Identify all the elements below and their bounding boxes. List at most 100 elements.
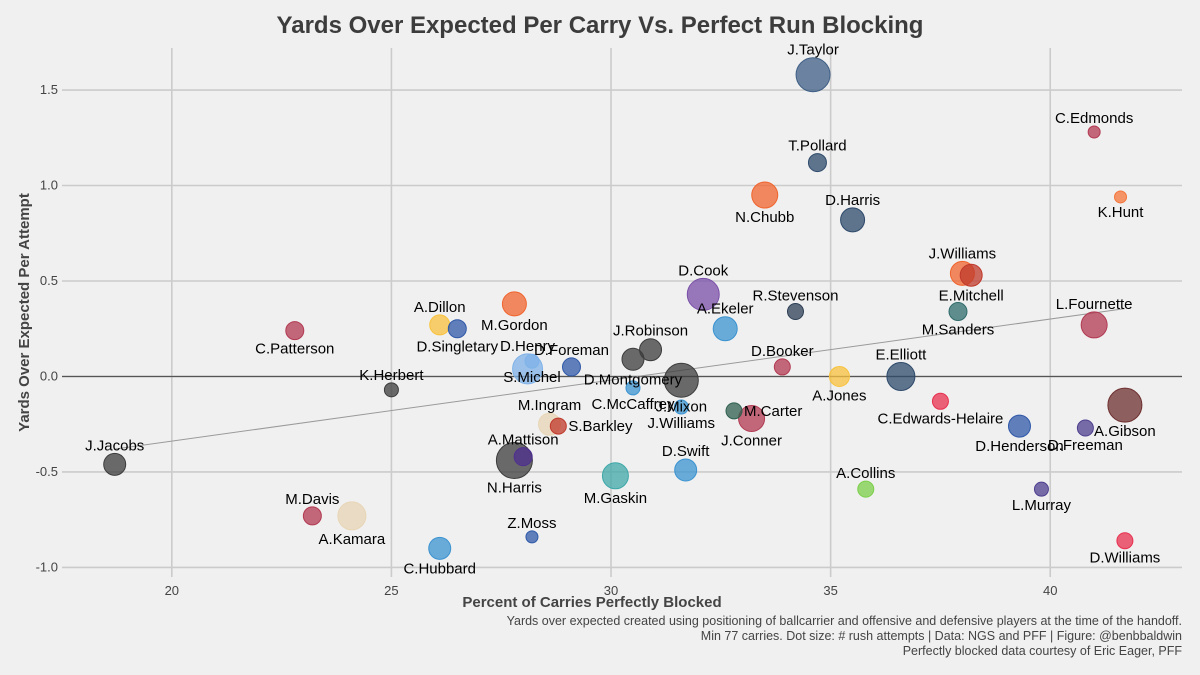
caption-line-2: Min 77 carries. Dot size: # rush attempt… [700, 629, 1182, 643]
caption-line-1: Yards over expected created using positi… [506, 614, 1182, 628]
chart-caption: Yards over expected created using positi… [507, 614, 1182, 659]
data-point [857, 480, 875, 498]
data-point [1007, 414, 1031, 438]
point-label: J.Mixon [655, 398, 707, 415]
point-label: C.Hubbard [403, 560, 476, 577]
point-label: J.Williams [648, 415, 716, 432]
data-point [786, 303, 804, 321]
data-point [103, 452, 127, 476]
point-label: M.Carter [744, 403, 802, 420]
data-point [725, 402, 743, 420]
data-point [639, 338, 663, 362]
point-label: N.Harris [487, 480, 542, 497]
data-point [1107, 387, 1143, 423]
x-tick-label: 40 [1043, 583, 1057, 598]
x-tick-label: 20 [165, 583, 179, 598]
point-label: C.Patterson [255, 341, 334, 358]
point-label: J.Jacobs [85, 437, 144, 454]
data-point [621, 347, 645, 371]
data-point [673, 399, 689, 415]
point-label: A.Gibson [1094, 423, 1156, 440]
y-tick-label: -0.5 [36, 464, 58, 479]
data-point [429, 314, 451, 336]
caption-line-3: Perfectly blocked data courtesy of Eric … [902, 644, 1182, 658]
point-label: S.Michel [503, 369, 561, 386]
trend-line [114, 308, 1125, 450]
data-point [513, 447, 533, 467]
y-tick-label: 0.5 [40, 273, 58, 288]
point-label: E.Elliott [875, 346, 927, 363]
point-label: D.Harris [825, 192, 880, 209]
point-label: D.Henry [500, 338, 556, 355]
x-axis-label: Percent of Carries Perfectly Blocked [462, 594, 721, 611]
data-point [447, 319, 467, 339]
data-point [383, 382, 399, 398]
y-axis-label: Yards Over Expected Per Attempt [16, 193, 33, 432]
point-label: D.Cook [678, 262, 729, 279]
data-point [285, 321, 305, 341]
point-label: A.Jones [812, 387, 866, 404]
data-point [663, 362, 699, 398]
data-point [959, 263, 983, 287]
data-point [625, 380, 641, 396]
data-point [1076, 419, 1094, 437]
point-label: D.Swift [662, 443, 710, 460]
data-point [549, 417, 567, 435]
point-label: J.Conner [721, 432, 782, 449]
point-label: M.Gordon [481, 317, 548, 334]
data-point [828, 365, 850, 387]
y-tick-label: -1.0 [36, 559, 58, 574]
point-label: A.Mattison [488, 432, 559, 449]
point-label: C.Edwards-Helaire [877, 410, 1003, 427]
point-label: M.Ingram [518, 397, 581, 414]
point-label: M.Sanders [922, 322, 995, 339]
point-label: C.McCaffrey [591, 396, 675, 413]
point-label: M.Gaskin [584, 490, 647, 507]
data-point [428, 536, 452, 560]
data-point [931, 392, 949, 410]
data-point [686, 277, 720, 311]
point-label: J.Taylor [787, 42, 839, 59]
data-point [840, 207, 866, 233]
data-point [773, 358, 791, 376]
data-point [1116, 532, 1134, 550]
data-point [337, 501, 367, 531]
point-label: L.Murray [1012, 497, 1072, 514]
y-tick-label: 1.0 [40, 178, 58, 193]
point-label: K.Herbert [359, 367, 424, 384]
point-label: M.Davis [285, 491, 339, 508]
data-point [751, 181, 779, 209]
data-point [807, 153, 827, 173]
data-point [302, 506, 322, 526]
point-label: D.Williams [1089, 550, 1160, 567]
point-label: A.Dillon [414, 299, 466, 316]
y-tick-label: 0.0 [40, 368, 58, 383]
point-label: L.Fournette [1056, 296, 1133, 313]
data-point [501, 291, 527, 317]
point-label: D.Singletary [416, 339, 498, 356]
point-label: D.Henderson [975, 438, 1063, 455]
point-label: J.Williams [929, 245, 997, 262]
point-label: J.Robinson [613, 323, 688, 340]
data-point [525, 530, 539, 544]
point-label: A.Collins [836, 465, 895, 482]
x-tick-label: 30 [604, 583, 618, 598]
data-point [886, 361, 916, 391]
data-point [1033, 481, 1049, 497]
point-label: R.Stevenson [753, 288, 839, 305]
chart-title: Yards Over Expected Per Carry Vs. Perfec… [276, 12, 924, 39]
point-label: A.Ekeler [697, 301, 754, 318]
data-point [795, 57, 831, 93]
point-label: D.Booker [751, 343, 814, 360]
y-tick-label: 1.5 [40, 82, 58, 97]
data-point [524, 353, 540, 369]
x-tick-label: 35 [823, 583, 837, 598]
data-point [1087, 125, 1101, 139]
point-label: D.Foreman [534, 342, 609, 359]
point-label: S.Barkley [568, 418, 633, 435]
data-point [712, 316, 738, 342]
point-label: Z.Moss [507, 515, 556, 532]
x-tick-label: 25 [384, 583, 398, 598]
point-label: C.Edmonds [1055, 110, 1133, 127]
